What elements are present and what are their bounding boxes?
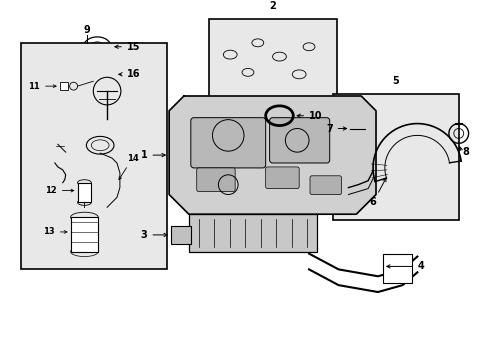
Circle shape [111,65,114,68]
Text: 11: 11 [28,82,56,91]
FancyBboxPatch shape [196,168,235,192]
Text: 6: 6 [369,178,385,207]
FancyBboxPatch shape [265,167,299,189]
Text: 1: 1 [141,150,165,160]
Bar [171,226,190,244]
Circle shape [80,80,82,83]
Text: 12: 12 [45,186,74,195]
Bar [60,82,67,90]
Circle shape [102,61,104,64]
Text: 8: 8 [462,147,468,157]
Text: 9: 9 [83,25,90,35]
Circle shape [80,65,82,68]
Circle shape [111,80,114,83]
Text: 3: 3 [141,230,167,240]
Bar [78,183,91,202]
Text: 15: 15 [115,42,140,52]
Bar [70,217,98,252]
FancyBboxPatch shape [269,118,329,163]
Text: 13: 13 [43,228,67,237]
Circle shape [115,73,118,76]
Text: 2: 2 [269,1,275,11]
Text: 16: 16 [119,69,140,79]
Bar [21,43,167,269]
FancyBboxPatch shape [190,118,265,168]
Bar [382,253,411,283]
Text: 5: 5 [391,76,398,86]
Circle shape [89,61,92,64]
Text: 7: 7 [325,123,346,134]
Bar [208,19,336,106]
Circle shape [76,73,79,76]
Text: 14: 14 [119,154,138,180]
Text: 10: 10 [297,111,322,121]
FancyBboxPatch shape [309,176,341,194]
Circle shape [363,127,366,130]
Polygon shape [169,96,375,214]
Circle shape [89,85,92,88]
Bar [188,214,316,252]
Circle shape [102,85,104,88]
Bar [332,94,458,220]
Text: 4: 4 [386,261,423,271]
